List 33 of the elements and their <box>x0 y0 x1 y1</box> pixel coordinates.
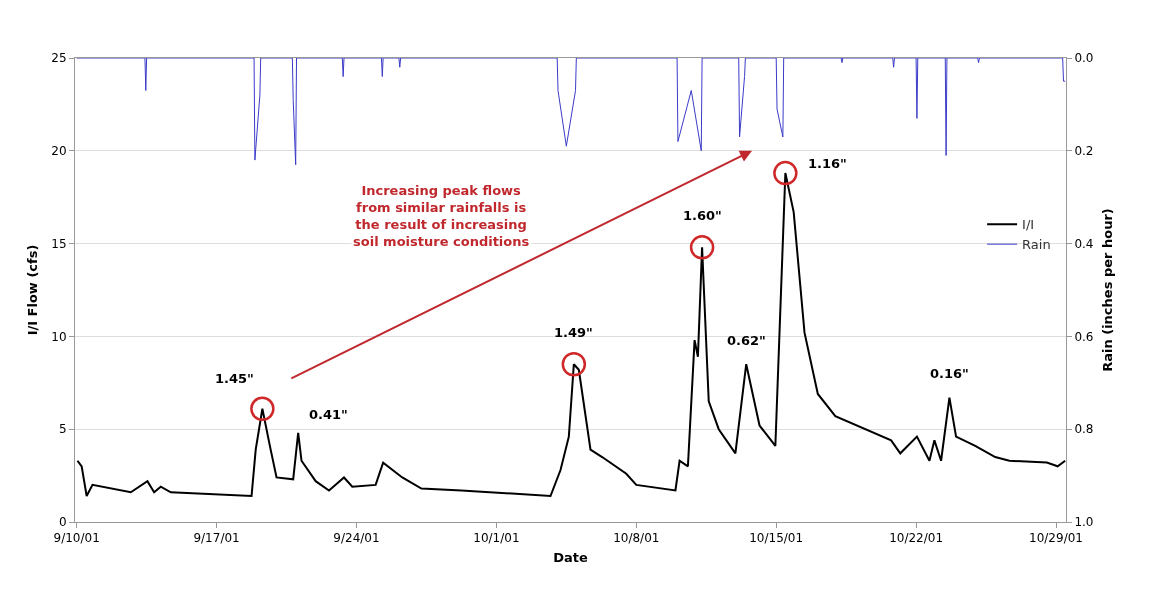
legend-label: Rain <box>1022 237 1051 253</box>
annotation: 0.41" <box>309 407 348 422</box>
y-tick-label: 5 <box>58 422 67 437</box>
annotation: 0.62" <box>727 333 766 348</box>
annotation: 0.16" <box>930 366 969 381</box>
annotation: 1.45" <box>215 371 254 386</box>
x-tick-label: 10/22/01 <box>889 531 944 546</box>
y-tick-label: 15 <box>51 236 67 251</box>
y2-tick-label: 0.2 <box>1074 144 1094 158</box>
x-tick-label: 10/1/01 <box>473 531 520 546</box>
y2-tick-label: 0.6 <box>1074 329 1094 344</box>
x-tick-label: 10/15/01 <box>749 531 804 546</box>
y2-tick-label: 0.8 <box>1074 422 1094 437</box>
legend-label: I/I <box>1022 217 1035 233</box>
y2-tick-label: 0.4 <box>1074 236 1094 251</box>
annotation: 1.49" <box>554 325 593 340</box>
x-tick-label: 10/8/01 <box>613 531 660 546</box>
y2-tick-label: 1.0 <box>1074 515 1094 530</box>
y-tick-label: 0 <box>58 515 67 530</box>
x-axis-title: Date <box>553 550 588 565</box>
y-tick-label: 20 <box>51 144 67 158</box>
x-tick-label: 9/24/01 <box>333 531 380 546</box>
y-tick-label: 25 <box>51 51 67 66</box>
annotation: 1.60" <box>683 208 722 223</box>
annotation: 1.16" <box>808 156 847 171</box>
x-tick-label: 9/17/01 <box>193 531 240 546</box>
annotation: Increasing peak flows from similar rainfalls is the result of increasing soil moisture conditions <box>353 183 530 249</box>
x-tick-label: 10/29/01 <box>1029 531 1083 546</box>
y2-axis-title: Rain (inches per hour) <box>1100 208 1116 372</box>
y2-tick-label: 0.0 <box>1074 51 1094 66</box>
x-tick-label: 9/10/01 <box>53 531 100 546</box>
y-tick-label: 10 <box>51 329 67 344</box>
y-axis-title: I/I Flow (cfs) <box>25 244 41 336</box>
